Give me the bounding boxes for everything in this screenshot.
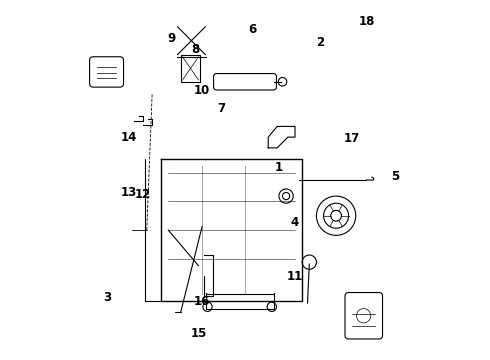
Text: 2: 2	[316, 36, 324, 49]
Text: 1: 1	[275, 161, 283, 174]
Text: 17: 17	[344, 132, 360, 145]
Text: 10: 10	[194, 84, 210, 97]
Text: 15: 15	[191, 327, 207, 340]
Text: 13: 13	[121, 186, 137, 199]
Text: 4: 4	[291, 216, 299, 229]
Text: 9: 9	[168, 32, 176, 45]
Text: 18: 18	[358, 14, 375, 27]
Text: 11: 11	[287, 270, 303, 283]
Text: 14: 14	[121, 131, 137, 144]
Text: 8: 8	[191, 43, 199, 56]
Text: 5: 5	[391, 170, 399, 183]
Text: 12: 12	[135, 188, 151, 201]
Text: 16: 16	[194, 295, 210, 308]
Text: 7: 7	[218, 102, 226, 115]
Text: 6: 6	[248, 23, 256, 36]
Text: 3: 3	[103, 291, 112, 305]
